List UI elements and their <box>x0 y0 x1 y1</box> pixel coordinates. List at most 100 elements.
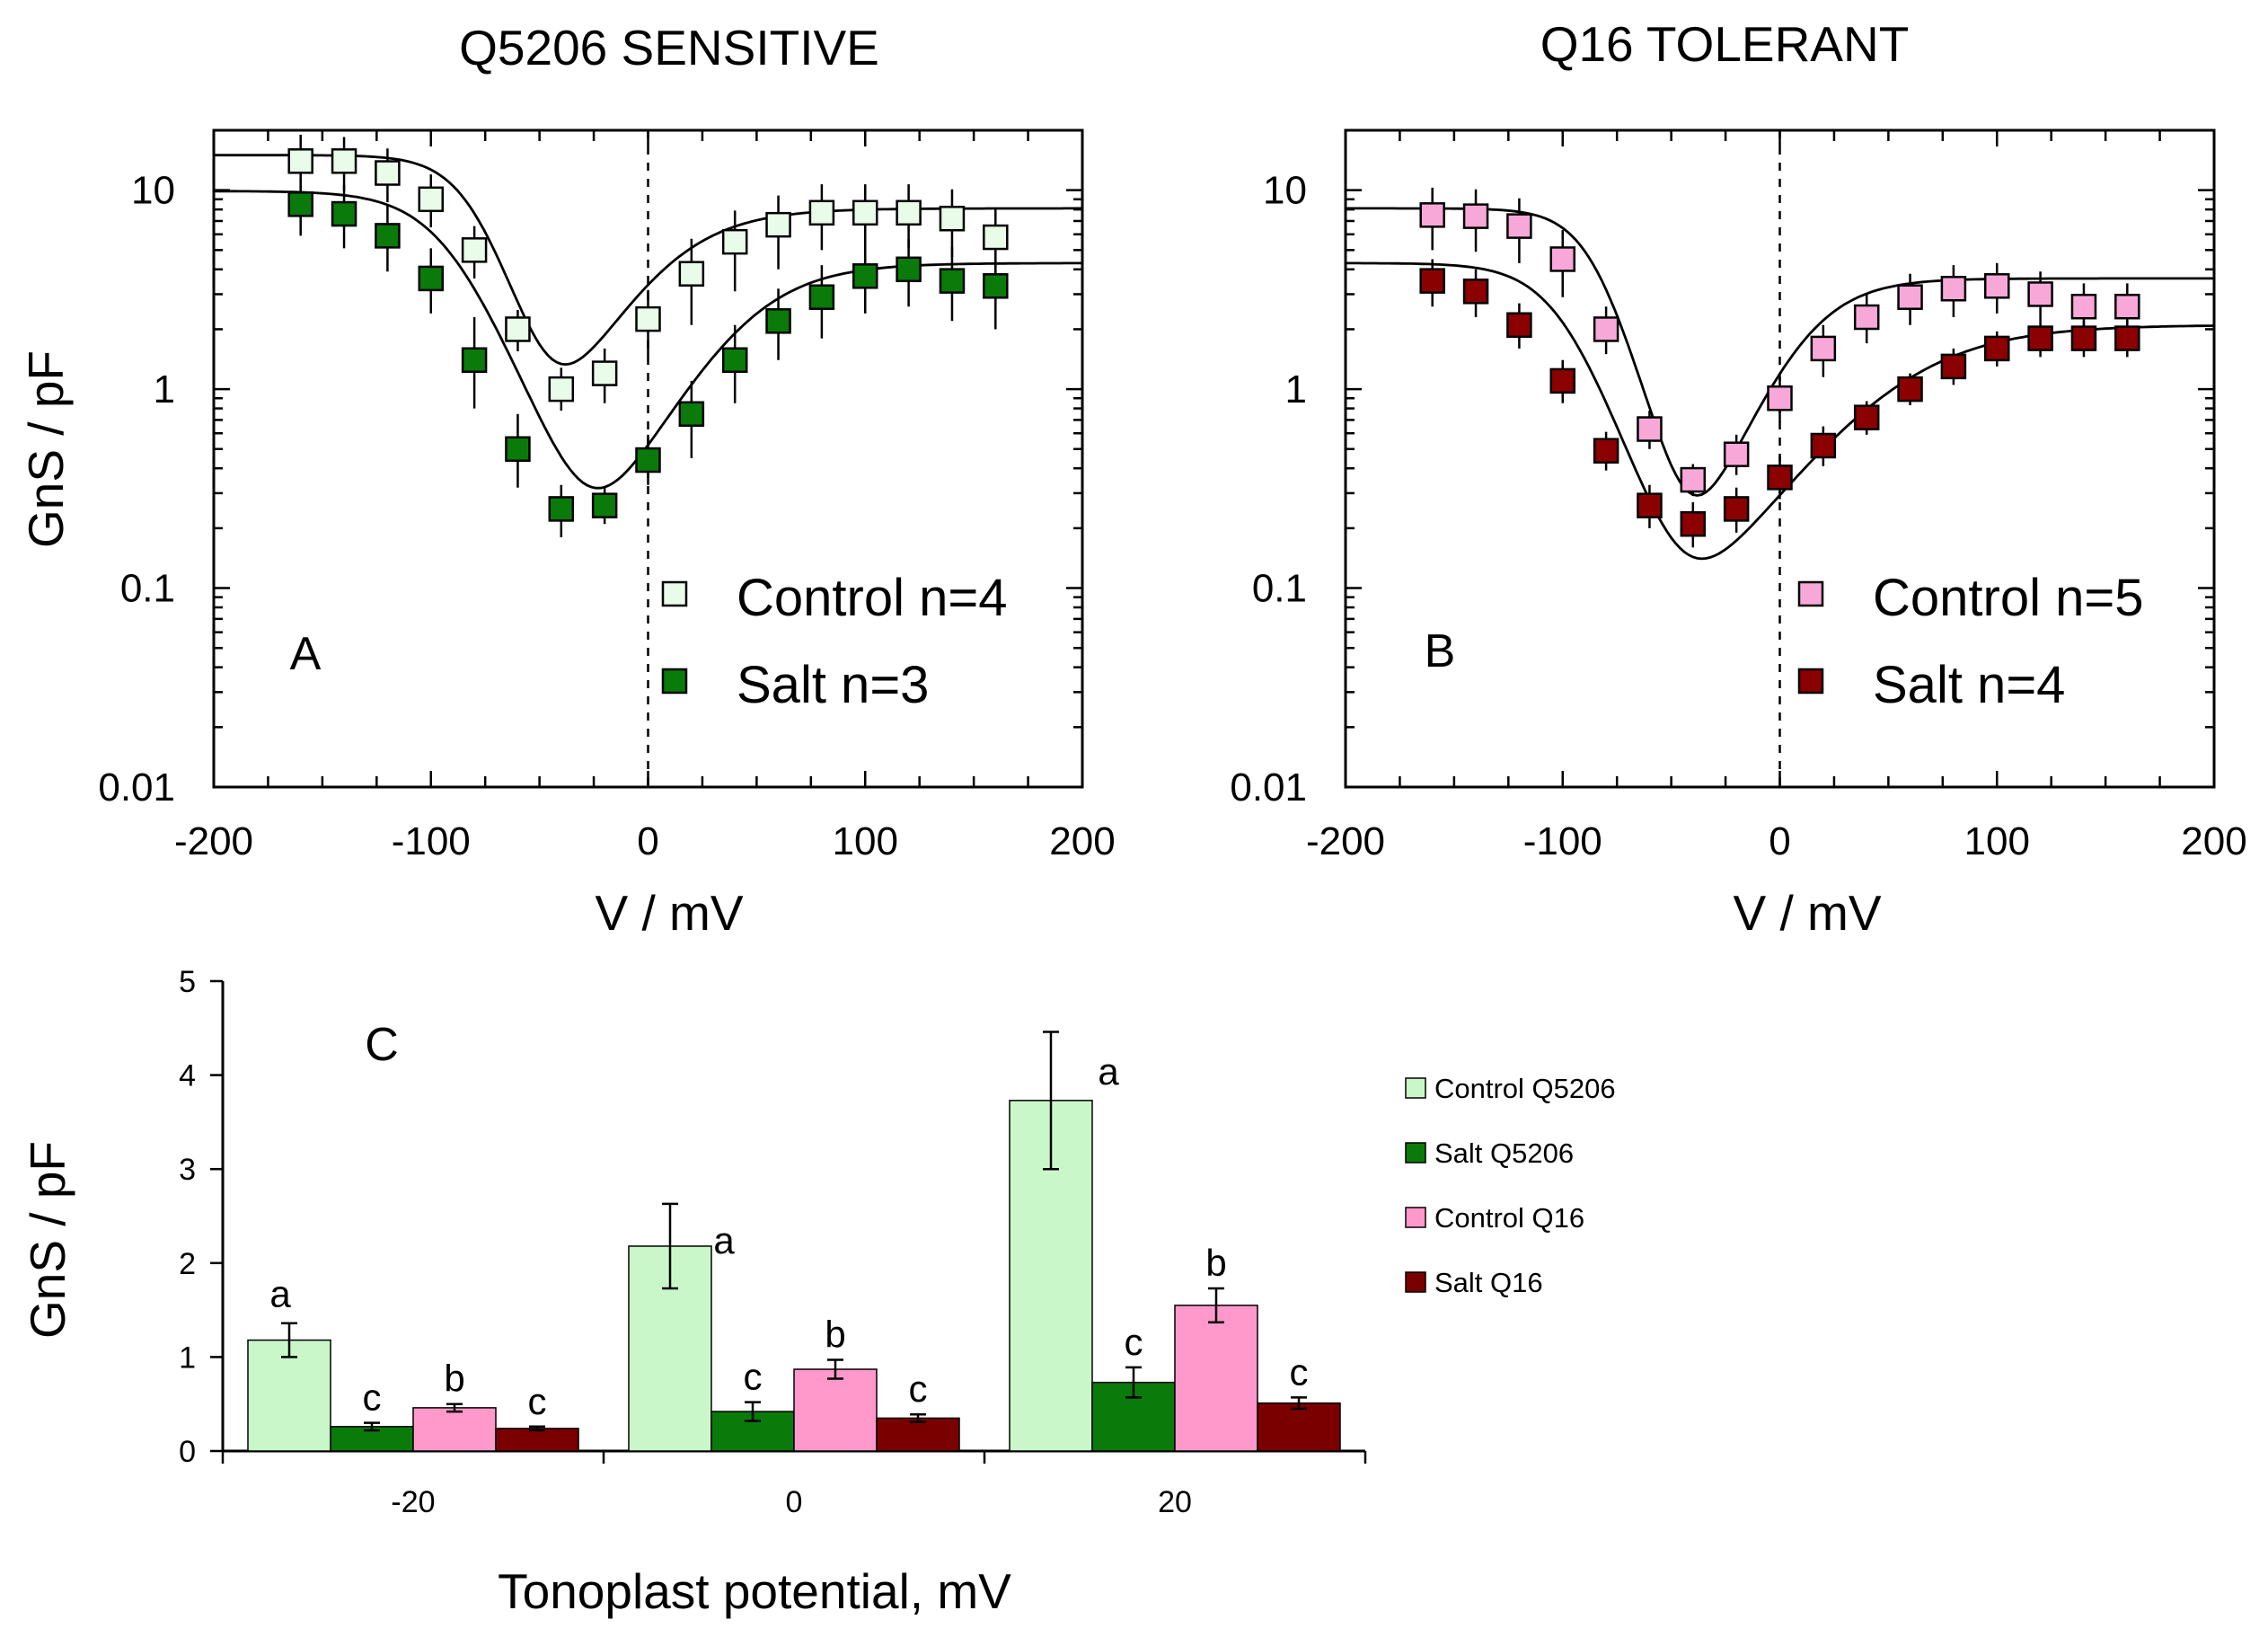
data-point-control <box>548 376 575 403</box>
legend-marker-salt-n3 <box>661 668 688 695</box>
panel-a-x-axis-label: V / mV <box>595 885 743 941</box>
x-tick-label: 100 <box>833 819 898 863</box>
significance-letter: c <box>744 1356 763 1398</box>
data-point-salt <box>983 273 1009 299</box>
panel-a-letter: A <box>290 628 322 680</box>
significance-letter: c <box>363 1376 382 1419</box>
data-point-salt <box>548 496 575 522</box>
x-tick-label: 200 <box>2181 819 2246 863</box>
x-tick-label: 200 <box>1049 819 1115 863</box>
significance-letter: a <box>713 1219 735 1261</box>
x-tick-label: 0 <box>1769 819 1790 863</box>
legend-label-control-n5: Control n=5 <box>1873 569 2143 627</box>
data-point-control <box>287 148 313 174</box>
data-point-control <box>678 261 705 287</box>
significance-letter: b <box>1205 1242 1226 1284</box>
y-tick-label: 4 <box>179 1059 196 1093</box>
data-point-salt <box>1984 335 2010 362</box>
bar-control-q5206 <box>247 1339 331 1452</box>
x-tick-label: -100 <box>392 819 471 863</box>
data-point-salt <box>1506 312 1532 339</box>
significance-letter: b <box>444 1358 464 1400</box>
panel-c-y-axis-label: GnS / pF <box>20 1141 75 1339</box>
data-point-control <box>1723 441 1750 467</box>
y-tick-label: 3 <box>179 1153 196 1187</box>
x-category-label: 20 <box>1158 1485 1192 1519</box>
data-point-salt <box>331 200 357 227</box>
legend-swatch-control-q5206 <box>1405 1077 1426 1099</box>
significance-letter: a <box>269 1273 291 1315</box>
data-point-control <box>331 148 357 174</box>
data-point-control <box>2070 293 2097 320</box>
significance-letter: c <box>528 1380 547 1422</box>
data-point-control <box>1593 316 1619 342</box>
data-point-salt <box>591 492 618 518</box>
panel-b: Q16 TOLERANT B V / mV -200 -100 0 100 200 0.0… <box>1230 16 2246 941</box>
legend-marker-control-n4 <box>661 580 688 607</box>
data-point-control <box>635 305 661 332</box>
data-point-salt <box>1637 492 1663 518</box>
data-point-salt <box>287 191 313 217</box>
panel-b-title: Q16 TOLERANT <box>1540 16 1910 72</box>
panel-c-plot-area: 0 1 2 3 4 5 -20 a c b c 0 a c b c 20 a c b c <box>179 965 1367 1519</box>
significance-letter: c <box>1125 1321 1143 1363</box>
data-point-control <box>2114 293 2140 320</box>
fit-curve-control <box>214 154 1082 367</box>
data-point-salt <box>896 256 922 283</box>
significance-letter: b <box>825 1314 845 1356</box>
x-tick-label: -200 <box>174 819 253 863</box>
data-point-salt <box>1593 438 1619 464</box>
data-point-control <box>418 186 444 213</box>
data-point-salt <box>1767 465 1793 491</box>
x-tick-label: 100 <box>1964 819 2030 863</box>
data-point-salt <box>375 223 401 249</box>
data-point-salt <box>1419 268 1445 294</box>
bar-salt-q16 <box>1257 1402 1341 1452</box>
data-point-control <box>721 228 748 255</box>
data-point-salt <box>461 347 488 373</box>
data-point-control <box>983 224 1009 251</box>
panel-b-plot-area: -200 -100 0 100 200 0.01 0.1 1 10 <box>1230 128 2247 863</box>
y-tick-label: 2 <box>179 1247 196 1281</box>
data-point-salt <box>1462 279 1489 305</box>
data-point-salt <box>1680 510 1707 537</box>
data-point-salt <box>1549 367 1575 394</box>
bar-control-q16 <box>793 1368 878 1452</box>
x-tick-label: -200 <box>1306 819 1385 863</box>
panel-a-plot-area: -200 -100 0 100 200 0.01 0.1 1 10 <box>98 128 1116 863</box>
panel-a: Q5206 SENSITIVE A V / mV GnS / pF -200 -1… <box>18 20 1116 941</box>
data-point-control <box>1637 416 1663 442</box>
legend-label-salt-q16: Salt Q16 <box>1434 1267 1543 1298</box>
data-point-control <box>1462 203 1489 229</box>
y-tick-label: 10 <box>131 169 175 213</box>
x-tick-label: -100 <box>1523 819 1602 863</box>
data-point-control <box>808 199 835 226</box>
data-point-control <box>1984 273 2010 299</box>
data-point-control <box>1506 213 1532 239</box>
data-point-salt <box>721 347 748 373</box>
data-point-control <box>765 211 791 238</box>
panel-b-letter: B <box>1425 625 1456 677</box>
panel-c-legend: Control Q5206 Salt Q5206 Control Q16 Sal… <box>1405 1073 1616 1298</box>
panel-c-letter: C <box>365 1019 399 1071</box>
data-point-control <box>591 360 618 386</box>
y-tick-label: 0.1 <box>1252 567 1307 611</box>
data-point-control <box>1897 284 1923 310</box>
data-point-control <box>1680 466 1707 493</box>
y-tick-label: 5 <box>179 965 196 999</box>
data-point-control <box>1419 202 1445 228</box>
legend-label-salt-n3: Salt n=3 <box>737 656 929 714</box>
y-tick-label: 1 <box>179 1341 196 1375</box>
data-point-control <box>2027 281 2053 307</box>
bar-control-q16 <box>412 1407 497 1452</box>
significance-letter: c <box>909 1367 928 1410</box>
y-tick-label: 0.01 <box>98 765 175 810</box>
data-point-salt <box>1897 376 1923 403</box>
significance-letter: c <box>1290 1350 1309 1393</box>
panel-a-title: Q5206 SENSITIVE <box>459 20 879 75</box>
bar-salt-q16 <box>495 1428 579 1452</box>
data-point-salt <box>2114 325 2140 351</box>
data-point-salt <box>1810 432 1837 459</box>
data-point-salt <box>1853 404 1880 430</box>
